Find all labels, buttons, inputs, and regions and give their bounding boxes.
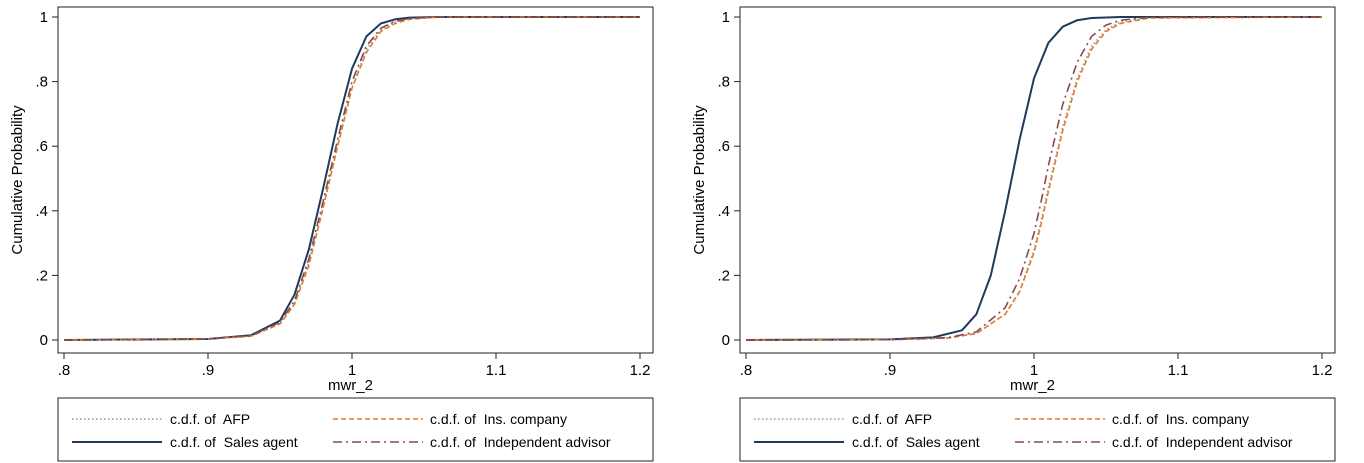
series-line-2 [745,16,1323,341]
y-axis-label: Cumulative Probability [9,105,26,255]
x-axis-label: mwr_2 [1010,377,1055,394]
series-line-1 [63,16,640,341]
legend-box [57,397,654,462]
x-tick-label: .8 [58,362,71,379]
y-tick-label: 0 [40,332,48,349]
y-tick-label: 1 [40,9,48,26]
y-axis-label: Cumulative Probability [691,105,708,255]
x-tick-label: 1 [348,362,356,379]
series-line-3 [63,16,640,341]
x-tick-label: .9 [884,362,897,379]
legend-label-1: c.d.f. of Sales agent [852,434,980,450]
legend-label-3: c.d.f. of Independent advisor [430,434,611,450]
y-tick-label: .8 [35,74,48,91]
legend-label-0: c.d.f. of AFP [170,411,250,427]
legend-box [739,397,1336,462]
y-tick-label: .6 [35,138,48,155]
x-tick-label: .8 [740,362,753,379]
plot-frame [739,6,1336,354]
legend-label-1: c.d.f. of Sales agent [170,434,298,450]
x-tick-label: 1.2 [1312,362,1333,379]
chart-panel-left: .8.9 1 1.1 1.2 0.2.4.6.8 1 mwr_2 Cumulative Pro… [9,6,654,462]
y-tick-label: .4 [717,203,730,220]
y-tick-label: .8 [717,74,730,91]
x-tick-label: .9 [202,362,215,379]
series-line-1 [745,16,1322,341]
legend-label-2: c.d.f. of Ins. company [1112,411,1249,427]
y-tick-label: .2 [717,267,730,284]
y-tick-label: .4 [35,203,48,220]
y-tick-label: 1 [722,9,730,26]
y-tick-label: .2 [35,267,48,284]
x-tick-label: 1 [1030,362,1038,379]
y-tick-label: 0 [722,332,730,349]
x-tick-label: 1.1 [1168,362,1189,379]
legend-label-0: c.d.f. of AFP [852,411,932,427]
x-tick-label: 1.1 [486,362,507,379]
y-tick-label: .6 [717,138,730,155]
plot-frame [57,6,654,354]
legend-label-3: c.d.f. of Independent advisor [1112,434,1293,450]
chart-panel-right: .8.9 1 1.1 1.2 0.2.4.6.8 1 mwr_2 Cumulative Pro… [682,0,1364,463]
x-axis-label: mwr_2 [328,377,373,394]
series-line-3 [745,16,1323,341]
x-tick-label: 1.2 [630,362,651,379]
legend-label-2: c.d.f. of Ins. company [430,411,567,427]
